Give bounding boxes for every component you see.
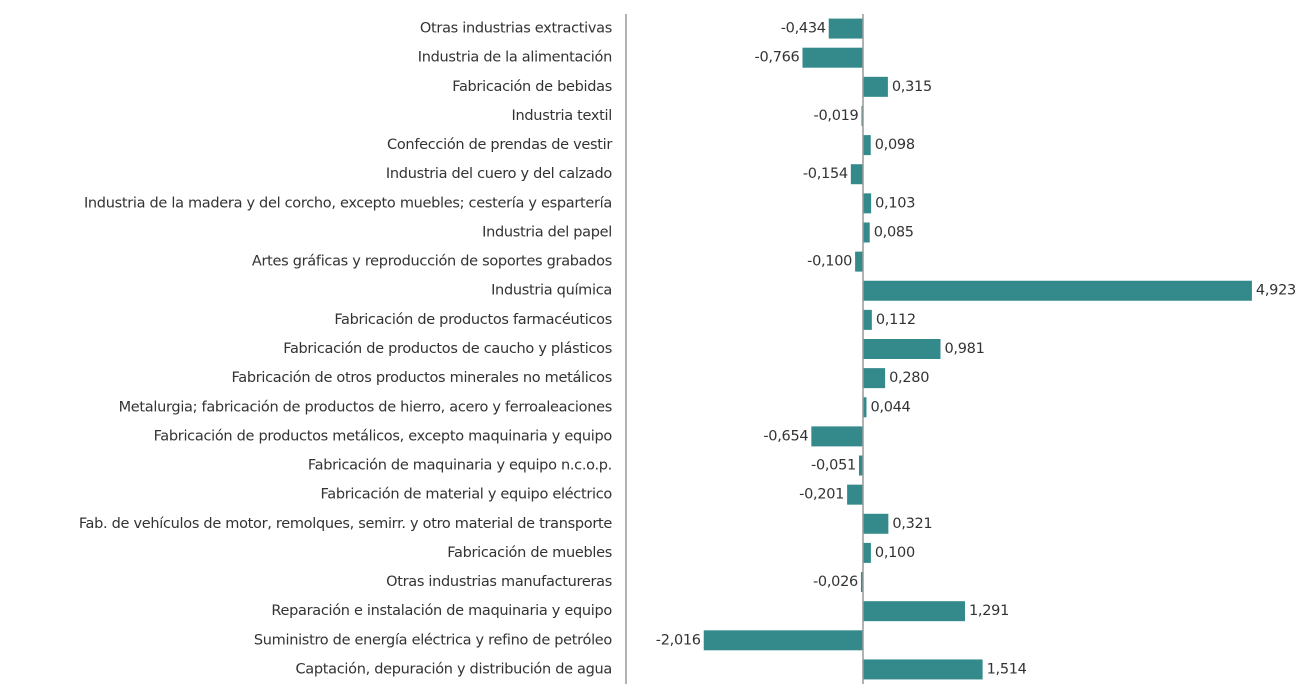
value-label: -0,100 [807,254,852,270]
bar [863,76,888,97]
category-label: Fabricación de productos farmacéuticos [334,312,612,328]
category-label: Captación, depuración y distribución de … [295,661,612,677]
bar [863,397,867,418]
category-label: Industria de la madera y del corcho, exc… [84,195,612,211]
value-label: -0,654 [763,428,808,444]
category-label: Fabricación de bebidas [452,79,612,95]
value-label: -0,766 [755,50,800,66]
value-label: 1,291 [969,603,1009,619]
value-label: 0,103 [875,195,915,211]
value-label: -2,016 [656,632,701,648]
bar [863,601,965,622]
category-label: Otras industrias extractivas [420,21,612,37]
bar [863,309,872,330]
bar [811,426,863,447]
value-label: -0,154 [803,166,848,182]
value-label: 0,100 [875,545,915,561]
category-label: Fab. de vehículos de motor, remolques, s… [79,516,613,532]
category-label: Artes gráficas y reproducción de soporte… [252,254,612,270]
category-label: Suministro de energía eléctrica y refino… [254,632,613,648]
bar [863,542,871,563]
category-label: Fabricación de otros productos minerales… [232,370,612,386]
bar [802,47,863,68]
bar [863,135,871,156]
category-label: Confección de prendas de vestir [387,137,612,153]
category-label: Industria del cuero y del calzado [386,166,612,182]
bar [863,193,872,214]
value-label: 4,923 [1256,283,1296,299]
category-label: Fabricación de muebles [447,545,612,561]
value-label: -0,201 [799,487,844,503]
bar [863,280,1252,301]
category-label: Industria textil [512,108,612,124]
value-label: 0,112 [876,312,916,328]
category-label: Industria de la alimentación [418,50,612,66]
value-label: -0,051 [811,458,856,474]
value-label: 0,321 [892,516,932,532]
value-label: 0,085 [874,224,914,240]
bar [828,18,863,39]
category-label: Fabricación de productos metálicos, exce… [154,428,613,444]
value-label: -0,026 [813,574,858,590]
category-label: Fabricación de maquinaria y equipo n.c.o… [308,458,612,474]
value-label: 0,315 [892,79,932,95]
bar [861,105,863,126]
value-label: -0,019 [814,108,859,124]
bar [863,659,983,680]
bar [863,339,941,359]
value-label: 0,981 [944,341,984,357]
bar [863,513,889,534]
category-label: Industria del papel [482,224,612,240]
bar [850,164,863,185]
category-label: Metalurgia; fabricación de productos de … [119,399,612,415]
category-label: Fabricación de productos de caucho y plá… [283,341,612,357]
category-label: Otras industrias manufactureras [386,574,612,590]
category-label: Industria química [491,283,612,299]
bar [863,368,886,389]
bar [860,572,863,593]
bar [847,484,863,505]
category-label: Fabricación de material y equipo eléctri… [321,487,613,503]
value-label: 1,514 [987,661,1027,677]
value-label: -0,434 [781,21,826,37]
bar [858,455,863,476]
bar [855,251,863,272]
value-label: 0,280 [889,370,929,386]
bar [863,222,870,243]
value-label: 0,044 [870,399,910,415]
value-label: 0,098 [875,137,915,153]
bar [703,630,863,651]
category-label: Reparación e instalación de maquinaria y… [271,603,612,619]
